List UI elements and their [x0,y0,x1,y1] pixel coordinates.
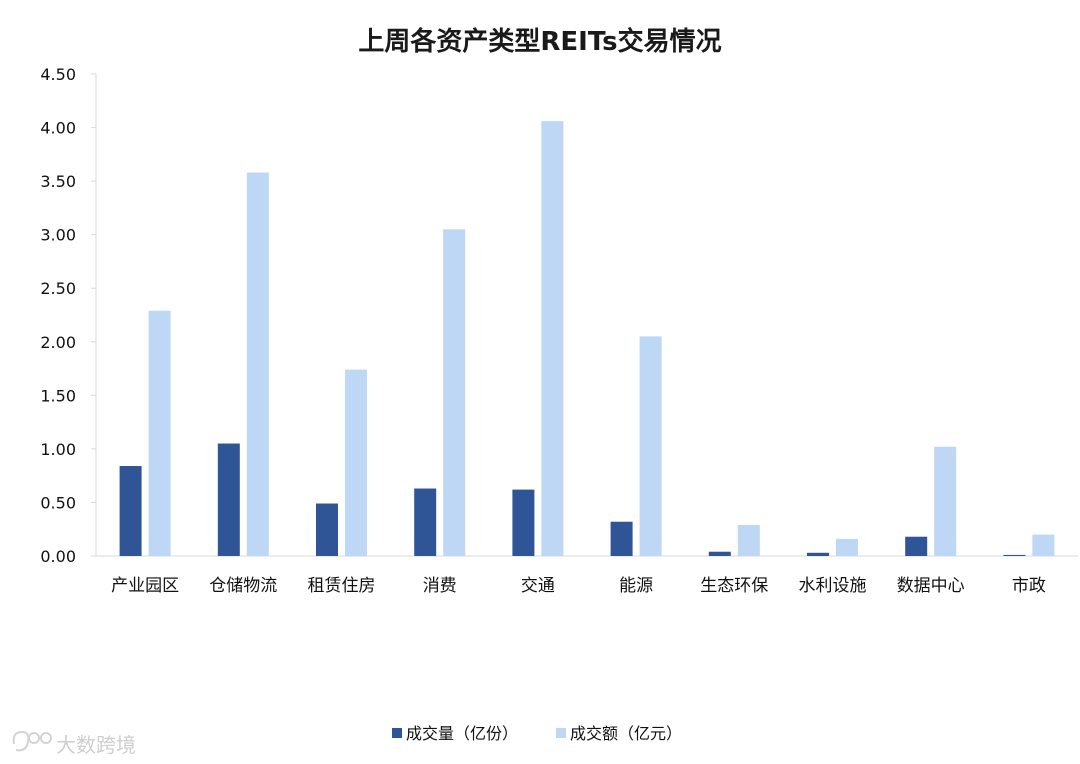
y-tick-label: 0.00 [40,547,76,566]
y-tick-label: 2.00 [40,333,76,352]
x-axis: 产业园区 仓储物流 租赁住房 消费 交通 能源 生态环保 水利设施 数据中心 市政 [96,555,1078,596]
x-category-label: 产业园区 [111,576,179,596]
legend-swatch [556,728,566,738]
bar-volume [119,466,142,556]
bar-amount [737,524,760,556]
bar-volume [217,443,240,556]
bar-volume [807,552,829,556]
bar-volume [905,536,928,556]
y-tick-label: 0.50 [40,493,76,512]
x-category-label: 水利设施 [799,576,867,596]
y-tick-label: 3.50 [40,172,76,191]
legend-label: 成交量（亿份） [406,724,518,743]
bar-volume [708,551,731,556]
watermark: 大数跨境 [12,730,136,757]
y-tick-label: 1.00 [40,440,76,459]
y-tick-label: 3.00 [40,226,76,245]
bar-amount [934,446,957,556]
y-tick-label: 4.00 [40,119,76,138]
legend-swatch [392,728,402,738]
bars-group [119,121,1055,557]
bar-volume [512,489,535,556]
x-category-label: 交通 [521,576,555,596]
bar-volume [316,503,338,556]
chart-title: 上周各资产类型REITs交易情况 [358,26,721,57]
y-axis: 0.00 0.50 1.00 1.50 2.00 2.50 3.00 3.50 4.00 4.50 [40,65,97,566]
y-tick-label: 1.50 [40,386,76,405]
x-category-label: 能源 [619,576,653,596]
bar-amount [541,121,564,556]
bar-volume [1003,554,1026,556]
x-category-label: 市政 [1012,576,1046,596]
bar-amount [246,172,269,556]
x-category-label: 生态环保 [700,576,768,596]
bar-volume [610,521,633,556]
bar-amount [443,229,466,557]
x-category-label: 租赁住房 [308,576,376,596]
legend-label: 成交额（亿元） [570,724,682,743]
x-category-label: 仓储物流 [209,576,277,596]
y-tick-label: 2.50 [40,279,76,298]
x-category-label: 数据中心 [897,576,965,596]
watermark-text: 大数跨境 [56,733,136,757]
bar-volume [414,488,437,556]
bar-amount [1032,534,1055,556]
bar-amount [345,369,367,556]
bar-amount [836,538,858,556]
x-category-label: 消费 [423,576,457,596]
logo-icon [12,730,52,752]
bar-amount [639,336,662,556]
bar-amount [148,310,171,556]
y-tick-label: 4.50 [40,65,76,84]
legend: 成交量（亿份） 成交额（亿元） [392,724,682,743]
